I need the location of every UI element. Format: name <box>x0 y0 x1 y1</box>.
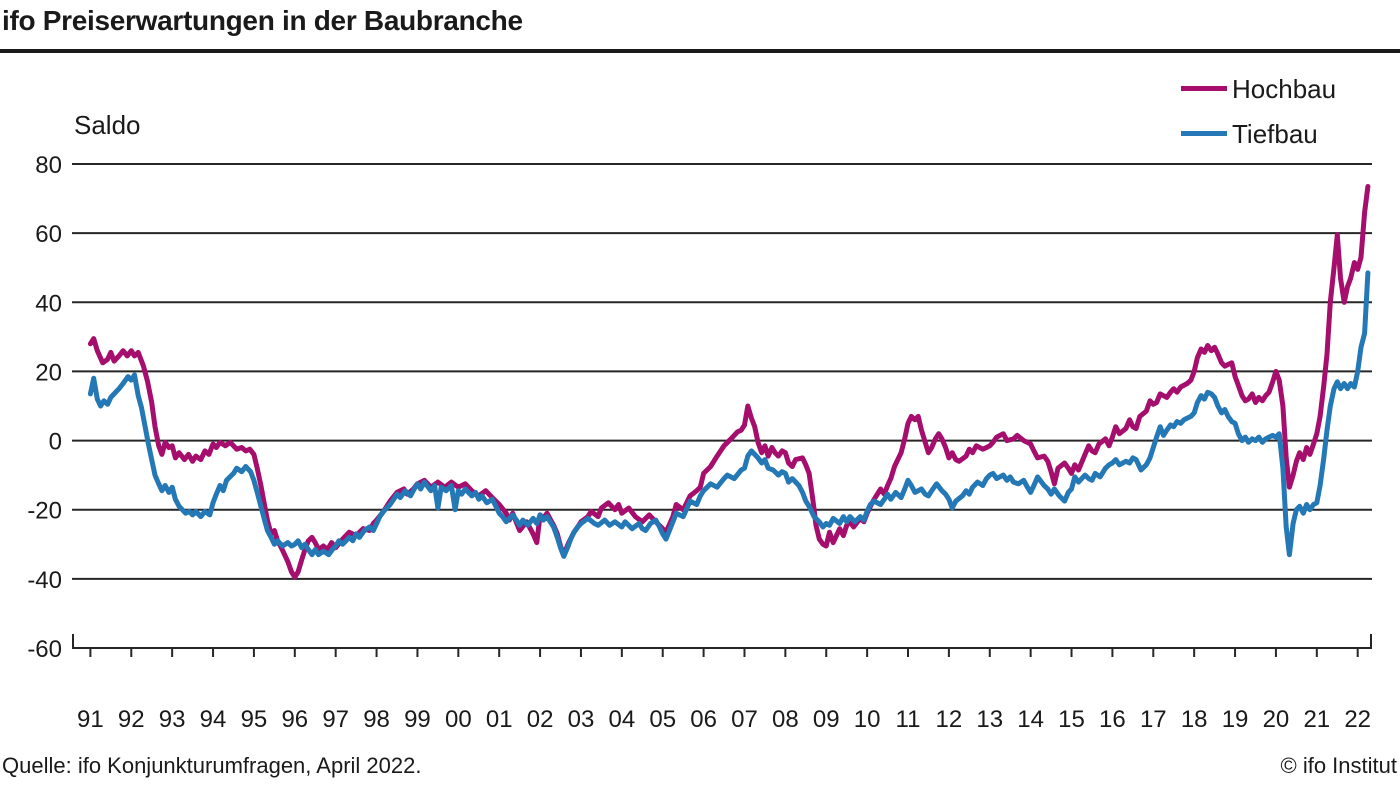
svg-text:-60: -60 <box>27 636 62 663</box>
copyright-note: © ifo Institut <box>1280 753 1397 778</box>
hochbau-line-swatch <box>1181 86 1227 91</box>
svg-text:20: 20 <box>35 359 62 386</box>
svg-text:10: 10 <box>854 706 881 733</box>
svg-text:15: 15 <box>1058 706 1085 733</box>
page-title: ifo Preiserwartungen in der Baubranche <box>2 5 523 36</box>
svg-text:92: 92 <box>118 706 145 733</box>
svg-text:06: 06 <box>690 706 717 733</box>
svg-text:14: 14 <box>1017 706 1044 733</box>
svg-text:11: 11 <box>896 706 921 733</box>
svg-text:60: 60 <box>35 221 62 248</box>
svg-text:99: 99 <box>404 706 431 733</box>
svg-text:95: 95 <box>241 706 268 733</box>
svg-text:0: 0 <box>49 429 62 456</box>
svg-text:16: 16 <box>1099 706 1126 733</box>
svg-text:40: 40 <box>35 290 62 317</box>
svg-text:98: 98 <box>363 706 390 733</box>
svg-text:07: 07 <box>731 706 758 733</box>
svg-text:-20: -20 <box>27 498 62 525</box>
source-note: Quelle: ifo Konjunkturumfragen, April 20… <box>2 753 422 778</box>
svg-text:08: 08 <box>772 706 799 733</box>
svg-text:96: 96 <box>281 706 308 733</box>
svg-text:02: 02 <box>527 706 554 733</box>
y-axis-unit-label: Saldo <box>74 110 141 140</box>
svg-text:12: 12 <box>936 706 963 733</box>
legend-item-tiefbau: Tiefbau <box>1181 111 1336 156</box>
tiefbau-line-swatch <box>1181 131 1227 136</box>
svg-text:21: 21 <box>1303 706 1330 733</box>
svg-text:00: 00 <box>445 706 472 733</box>
svg-text:93: 93 <box>159 706 186 733</box>
svg-text:19: 19 <box>1222 706 1249 733</box>
legend-label-hochbau: Hochbau <box>1232 73 1337 104</box>
svg-text:80: 80 <box>35 152 62 179</box>
svg-text:22: 22 <box>1344 706 1371 733</box>
svg-text:01: 01 <box>486 706 513 733</box>
svg-text:13: 13 <box>976 706 1003 733</box>
svg-text:91: 91 <box>77 706 104 733</box>
svg-text:17: 17 <box>1140 706 1167 733</box>
svg-text:03: 03 <box>568 706 595 733</box>
svg-text:94: 94 <box>200 706 227 733</box>
svg-text:04: 04 <box>608 706 635 733</box>
title-divider <box>0 49 1400 53</box>
svg-text:-40: -40 <box>27 567 62 594</box>
svg-text:05: 05 <box>649 706 676 733</box>
svg-text:09: 09 <box>813 706 840 733</box>
svg-text:97: 97 <box>322 706 349 733</box>
svg-text:20: 20 <box>1263 706 1290 733</box>
legend-item-hochbau: Hochbau <box>1181 66 1336 111</box>
chart-legend: Hochbau Tiefbau <box>1181 66 1336 156</box>
svg-text:18: 18 <box>1181 706 1208 733</box>
legend-label-tiefbau: Tiefbau <box>1232 118 1318 149</box>
